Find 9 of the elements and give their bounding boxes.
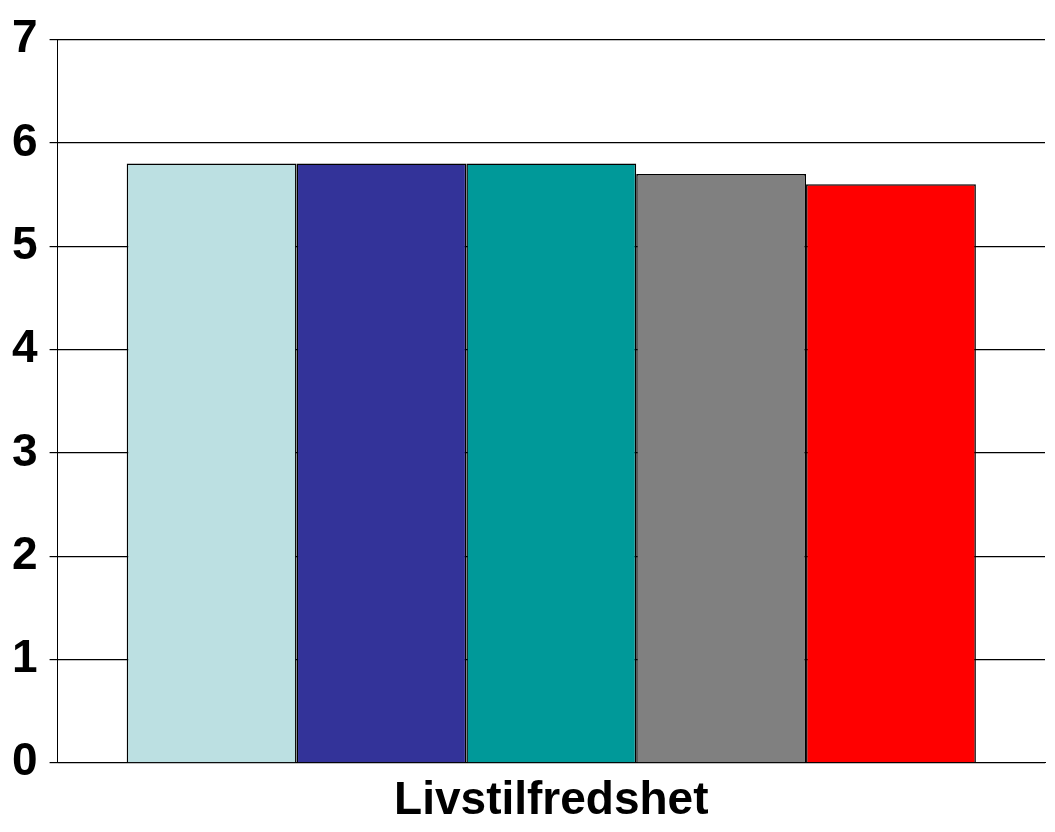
- y-tick-label: 5: [11, 216, 38, 269]
- y-tick-label: 4: [11, 320, 38, 373]
- x-tick-label: Livstilfredshet: [394, 772, 709, 825]
- y-tick-label: 7: [11, 10, 38, 63]
- y-tick-label: 0: [11, 733, 38, 786]
- y-tick-label: 6: [11, 113, 38, 166]
- y-tick-label: 1: [11, 630, 38, 683]
- y-tick-label: 3: [11, 423, 38, 476]
- y-tick-label: 2: [11, 526, 38, 579]
